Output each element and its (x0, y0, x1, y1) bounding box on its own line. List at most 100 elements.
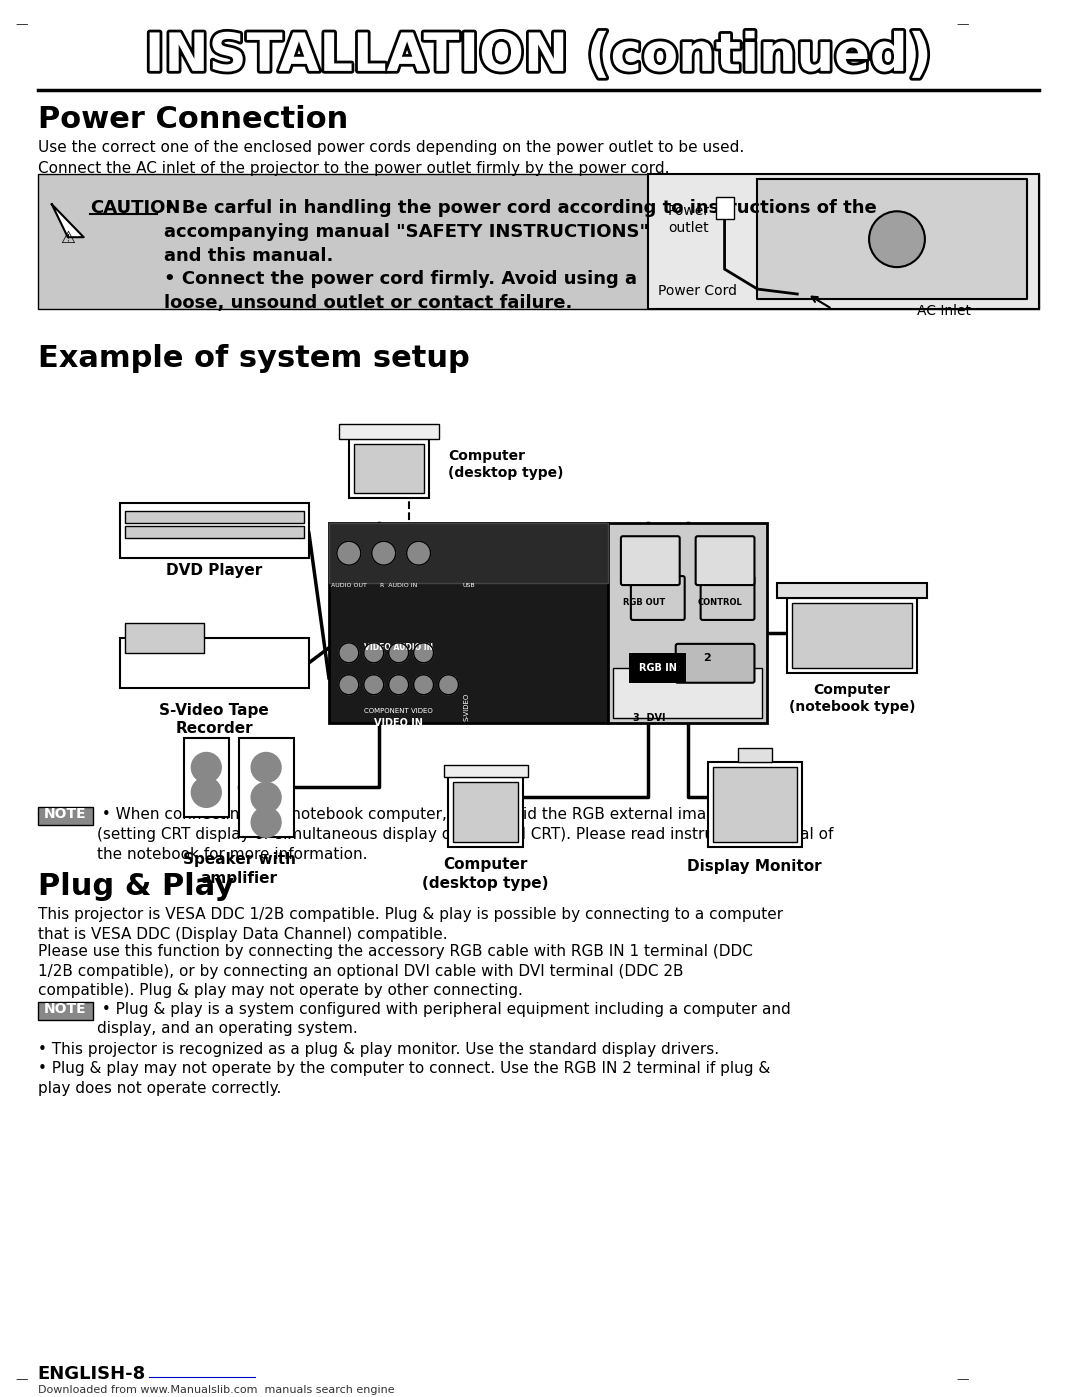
Bar (716, 197, 733, 219)
Text: S-Video Tape
Recorder: S-Video Tape Recorder (160, 703, 269, 736)
Text: Power Connection: Power Connection (38, 105, 348, 134)
Text: Power Cord: Power Cord (658, 284, 737, 298)
Text: Downloaded from www.Manualslib.com  manuals search engine: Downloaded from www.Manualslib.com manua… (38, 1386, 394, 1396)
Text: • This projector is recognized as a plug & play monitor. Use the standard displa: • This projector is recognized as a plug… (38, 1042, 719, 1056)
Circle shape (191, 753, 221, 782)
Bar (329, 524, 608, 583)
Text: RGB OUT: RGB OUT (623, 598, 665, 608)
Text: S-VIDEO: S-VIDEO (463, 693, 470, 721)
FancyBboxPatch shape (38, 1002, 93, 1020)
Text: • Plug & play may not operate by the computer to connect. Use the RGB IN 2 termi: • Plug & play may not operate by the com… (38, 1062, 770, 1097)
Bar (778, 583, 927, 598)
Polygon shape (757, 179, 1027, 299)
Text: Power
outlet: Power outlet (667, 204, 710, 235)
Text: NOTE: NOTE (43, 1002, 86, 1016)
Circle shape (389, 675, 408, 694)
Circle shape (339, 675, 359, 694)
Text: INSTALLATION (continued): INSTALLATION (continued) (145, 29, 932, 82)
Text: DVD Player: DVD Player (166, 563, 262, 578)
Circle shape (191, 777, 221, 807)
Bar (787, 598, 917, 673)
Text: Use the correct one of the enclosed power cords depending on the power outlet to: Use the correct one of the enclosed powe… (38, 140, 744, 155)
Circle shape (869, 211, 924, 267)
FancyBboxPatch shape (696, 536, 755, 585)
Bar (120, 638, 309, 687)
Circle shape (364, 675, 383, 694)
Text: —: — (957, 18, 969, 31)
Text: VIDEO AUDIO IN: VIDEO AUDIO IN (364, 643, 433, 652)
Circle shape (252, 782, 281, 812)
Text: —: — (957, 1373, 969, 1386)
Circle shape (252, 807, 281, 837)
Bar (349, 439, 429, 499)
Circle shape (407, 541, 431, 566)
Text: 1: 1 (633, 652, 640, 662)
Text: R  AUDIO IN: R AUDIO IN (380, 583, 417, 588)
Text: 2: 2 (703, 652, 711, 662)
Text: INSTALLATION (continued): INSTALLATION (continued) (145, 29, 932, 82)
Bar (329, 524, 608, 722)
Circle shape (252, 753, 281, 782)
Text: • Plug & play is a system configured with peripheral equipment including a compu: • Plug & play is a system configured wit… (97, 1002, 791, 1037)
Polygon shape (52, 204, 84, 237)
Text: Computer
(notebook type): Computer (notebook type) (788, 683, 916, 714)
Circle shape (337, 541, 361, 566)
Text: Display Monitor: Display Monitor (687, 859, 822, 875)
Bar (738, 747, 772, 763)
Text: VIDEO IN: VIDEO IN (374, 718, 423, 728)
Circle shape (364, 643, 383, 662)
FancyBboxPatch shape (38, 175, 1039, 309)
Text: COMPONENT VIDEO: COMPONENT VIDEO (364, 708, 433, 714)
Text: • When connecting with notebook computer, set to valid the RGB external image ou: • When connecting with notebook computer… (97, 807, 833, 862)
Text: —: — (15, 18, 27, 31)
Text: INSTALLATION (continued): INSTALLATION (continued) (145, 29, 932, 82)
Text: USB: USB (462, 583, 475, 588)
Bar (793, 604, 912, 668)
Bar (124, 511, 303, 524)
Circle shape (372, 541, 395, 566)
Text: AC Inlet: AC Inlet (917, 305, 971, 319)
Circle shape (339, 643, 359, 662)
Bar (239, 738, 294, 837)
Bar (354, 443, 423, 493)
Circle shape (389, 643, 408, 662)
Circle shape (414, 643, 433, 662)
Circle shape (438, 675, 458, 694)
Bar (613, 668, 762, 718)
Text: ⚠: ⚠ (60, 229, 76, 247)
FancyBboxPatch shape (621, 536, 679, 585)
Text: CONTROL: CONTROL (698, 598, 742, 608)
Text: • Be carful in handling the power cord according to instructions of the
accompan: • Be carful in handling the power cord a… (164, 200, 877, 312)
Text: Computer
(desktop type): Computer (desktop type) (422, 858, 549, 891)
Bar (454, 782, 518, 842)
Text: RGB IN: RGB IN (639, 662, 677, 673)
Text: AUDIO OUT: AUDIO OUT (330, 583, 367, 588)
FancyBboxPatch shape (631, 576, 685, 620)
Bar (713, 767, 797, 842)
FancyBboxPatch shape (676, 644, 755, 683)
Bar (608, 524, 768, 722)
Text: Please use this function by connecting the accessory RGB cable with RGB IN 1 ter: Please use this function by connecting t… (38, 944, 753, 999)
Bar (707, 763, 802, 847)
Text: —: — (15, 1373, 27, 1386)
Text: Connect the AC inlet of the projector to the power outlet firmly by the power co: Connect the AC inlet of the projector to… (38, 162, 670, 176)
Bar (448, 777, 523, 847)
Text: NOTE: NOTE (43, 807, 86, 821)
Text: This projector is VESA DDC 1/2B compatible. Plug & play is possible by connectin: This projector is VESA DDC 1/2B compatib… (38, 907, 783, 942)
Text: Speaker with
amplifier: Speaker with amplifier (183, 852, 296, 886)
Bar (124, 623, 204, 652)
Bar (339, 423, 438, 439)
Bar (185, 738, 229, 817)
Circle shape (414, 675, 433, 694)
Text: CAUTION: CAUTION (90, 200, 180, 218)
Text: 3  DVI: 3 DVI (633, 712, 665, 722)
FancyBboxPatch shape (38, 807, 93, 826)
FancyBboxPatch shape (648, 175, 1039, 309)
Text: Plug & Play: Plug & Play (38, 872, 234, 901)
Text: INSTALLATION (continued): INSTALLATION (continued) (145, 29, 932, 82)
Bar (444, 766, 528, 777)
FancyBboxPatch shape (701, 576, 755, 620)
Text: Example of system setup: Example of system setup (38, 344, 470, 373)
Bar (120, 503, 309, 559)
Text: ENGLISH-8: ENGLISH-8 (38, 1365, 146, 1383)
